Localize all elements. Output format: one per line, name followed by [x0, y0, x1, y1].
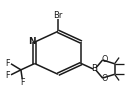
- Text: B: B: [91, 64, 97, 73]
- Text: N: N: [28, 37, 35, 46]
- Text: O: O: [102, 74, 108, 83]
- Text: F: F: [6, 59, 10, 68]
- Text: Br: Br: [53, 11, 63, 20]
- Text: F: F: [20, 78, 25, 87]
- Text: F: F: [6, 71, 10, 80]
- Text: O: O: [102, 55, 108, 64]
